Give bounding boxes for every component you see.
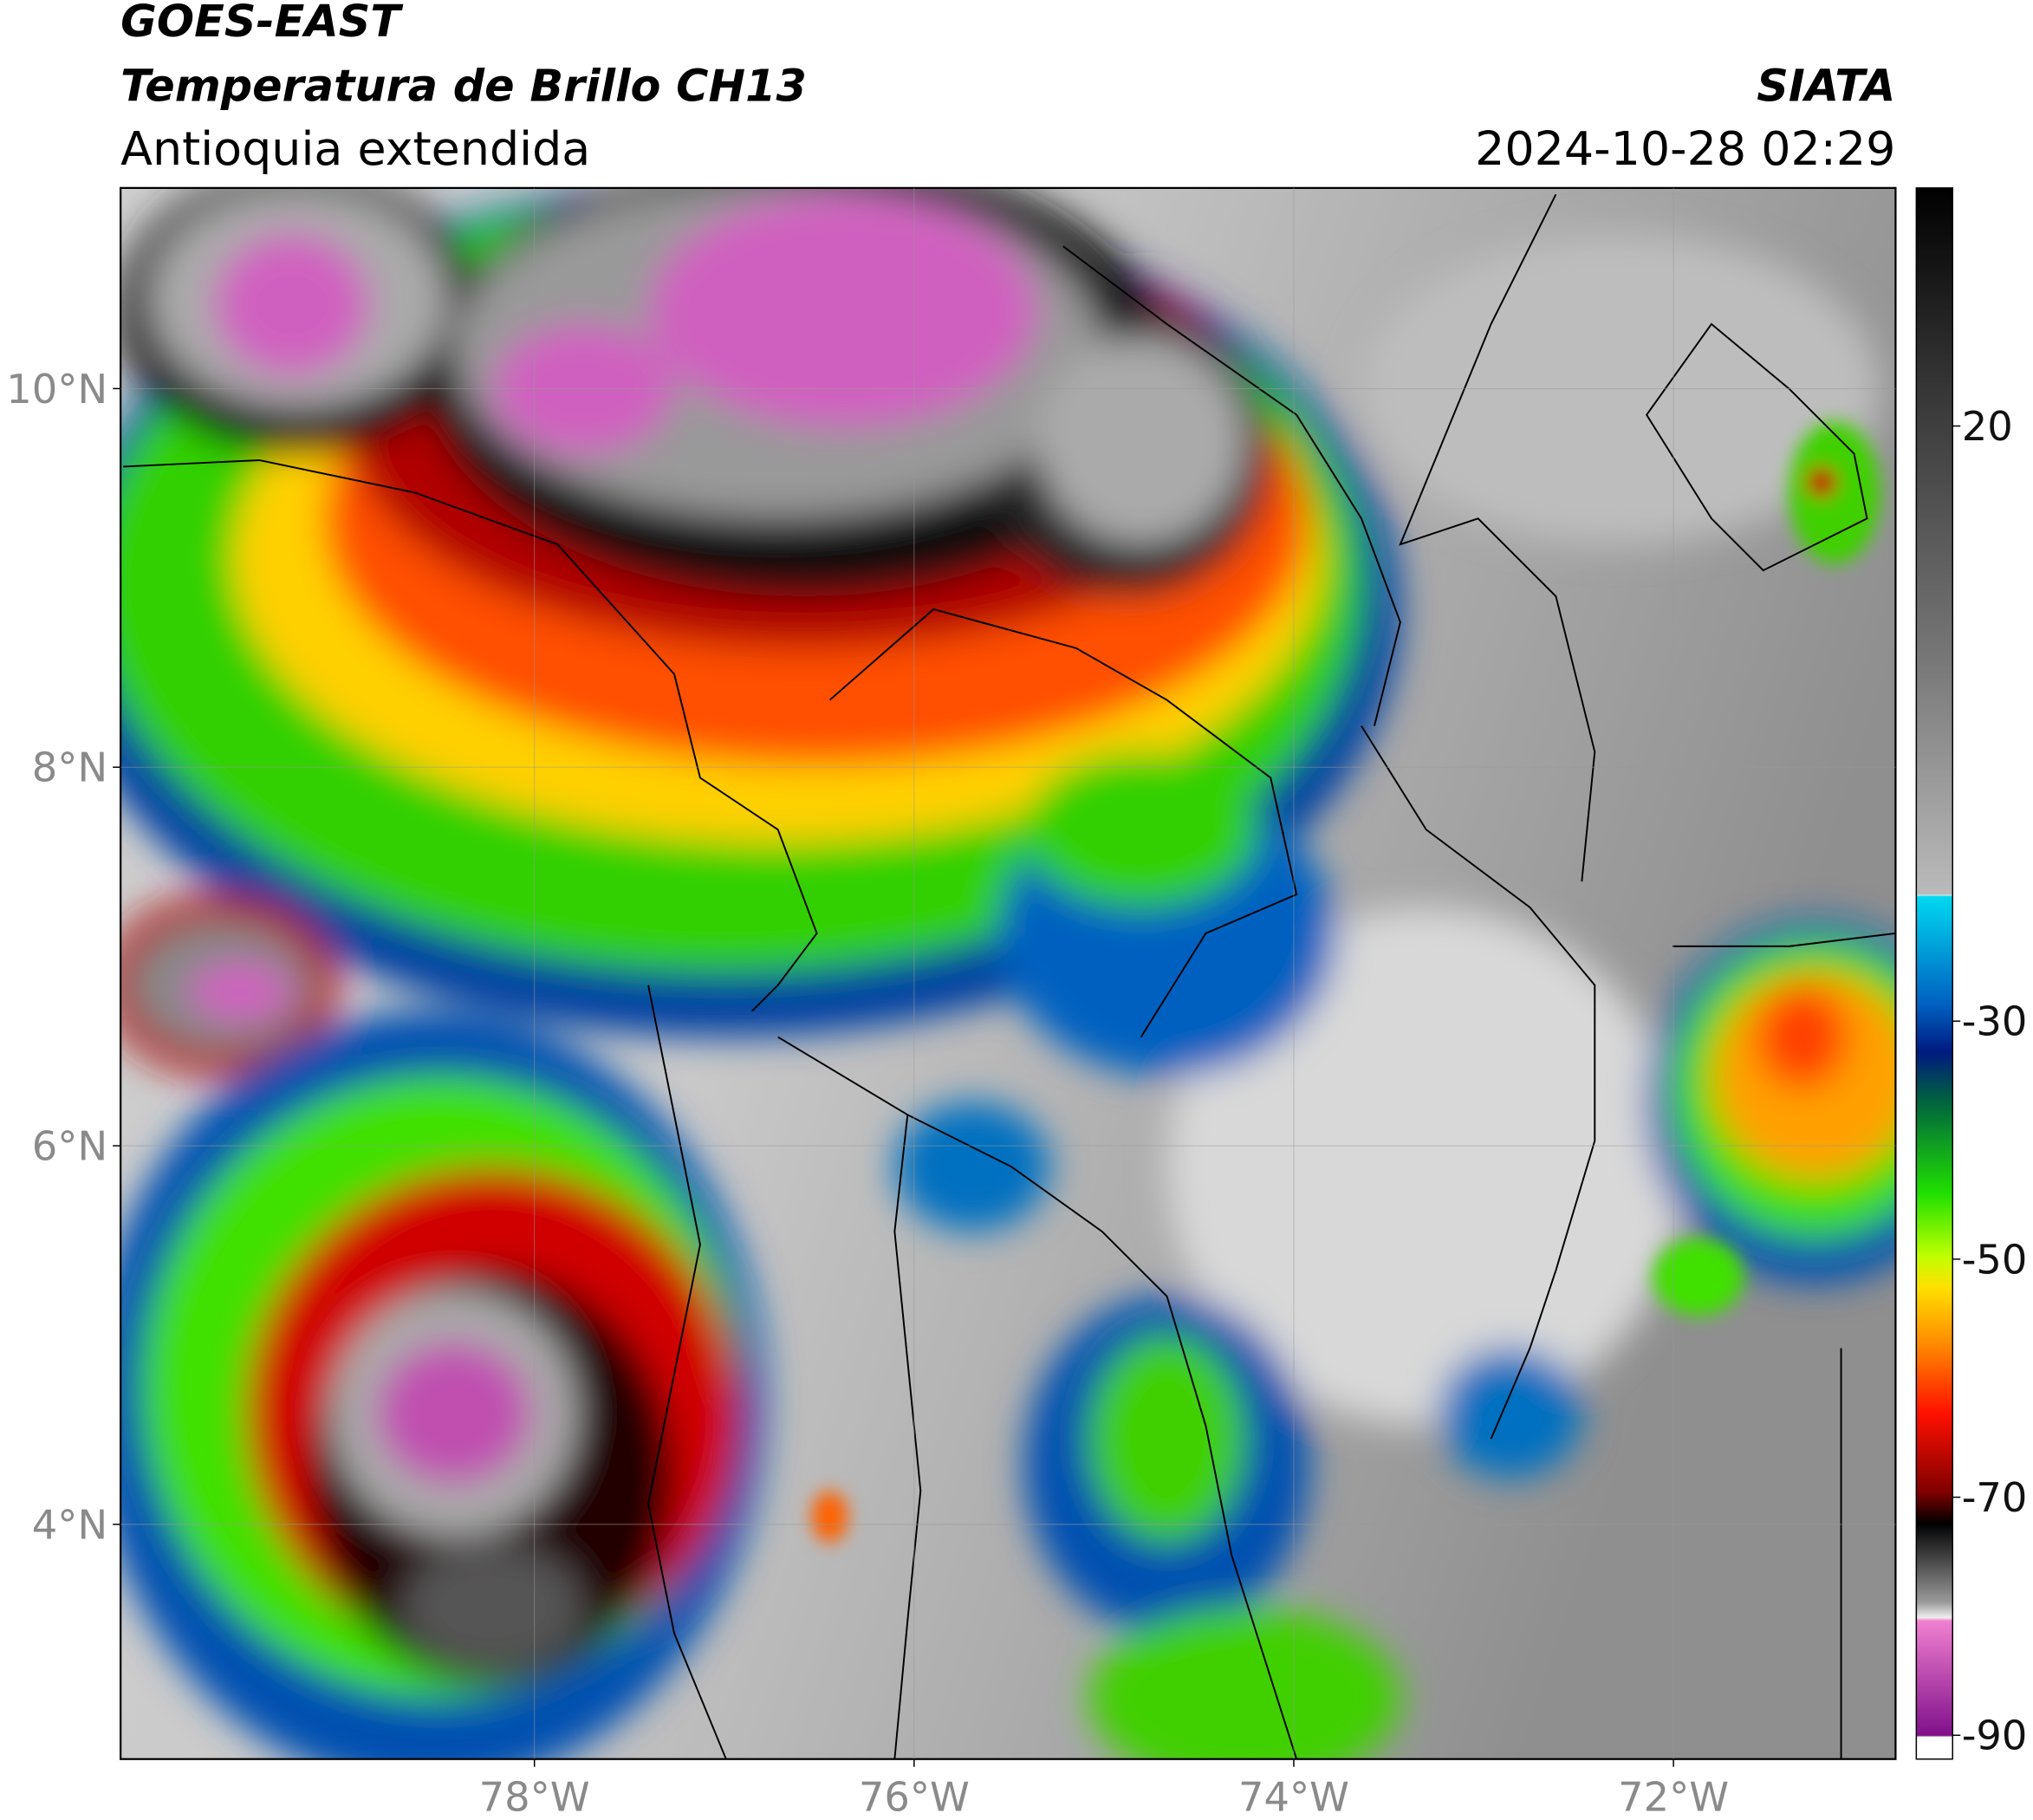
y-tick-label: 4°N [32, 1501, 107, 1548]
subtitle: Temperatura de Brillo CH13 [120, 61, 807, 112]
colorbar-tick-label: 20 [1962, 403, 2013, 450]
map-frame [120, 186, 1897, 1760]
y-tick-label: 8°N [32, 744, 107, 791]
colorbar-tick-label: -50 [1962, 1236, 2028, 1283]
colorbar-tick-label: -90 [1962, 1713, 2028, 1759]
colorbar-tick-label: -30 [1962, 998, 2028, 1045]
title: GOES-EAST [120, 0, 404, 47]
x-tick-label: 76°W [859, 1774, 970, 1820]
region: Antioquia extendida [120, 121, 590, 176]
y-tick-label: 6°N [32, 1123, 107, 1170]
satellite-image [120, 187, 1896, 1759]
colorbar [1915, 187, 1953, 1760]
x-tick-label: 72°W [1618, 1774, 1729, 1820]
datetime: 2024-10-28 02:29 [1475, 121, 1895, 176]
x-tick-label: 74°W [1238, 1774, 1349, 1820]
colorbar-tick-label: -70 [1962, 1474, 2028, 1521]
y-tick-label: 10°N [6, 366, 107, 413]
source: SIATA [1757, 61, 1895, 112]
x-tick-label: 78°W [479, 1774, 590, 1820]
